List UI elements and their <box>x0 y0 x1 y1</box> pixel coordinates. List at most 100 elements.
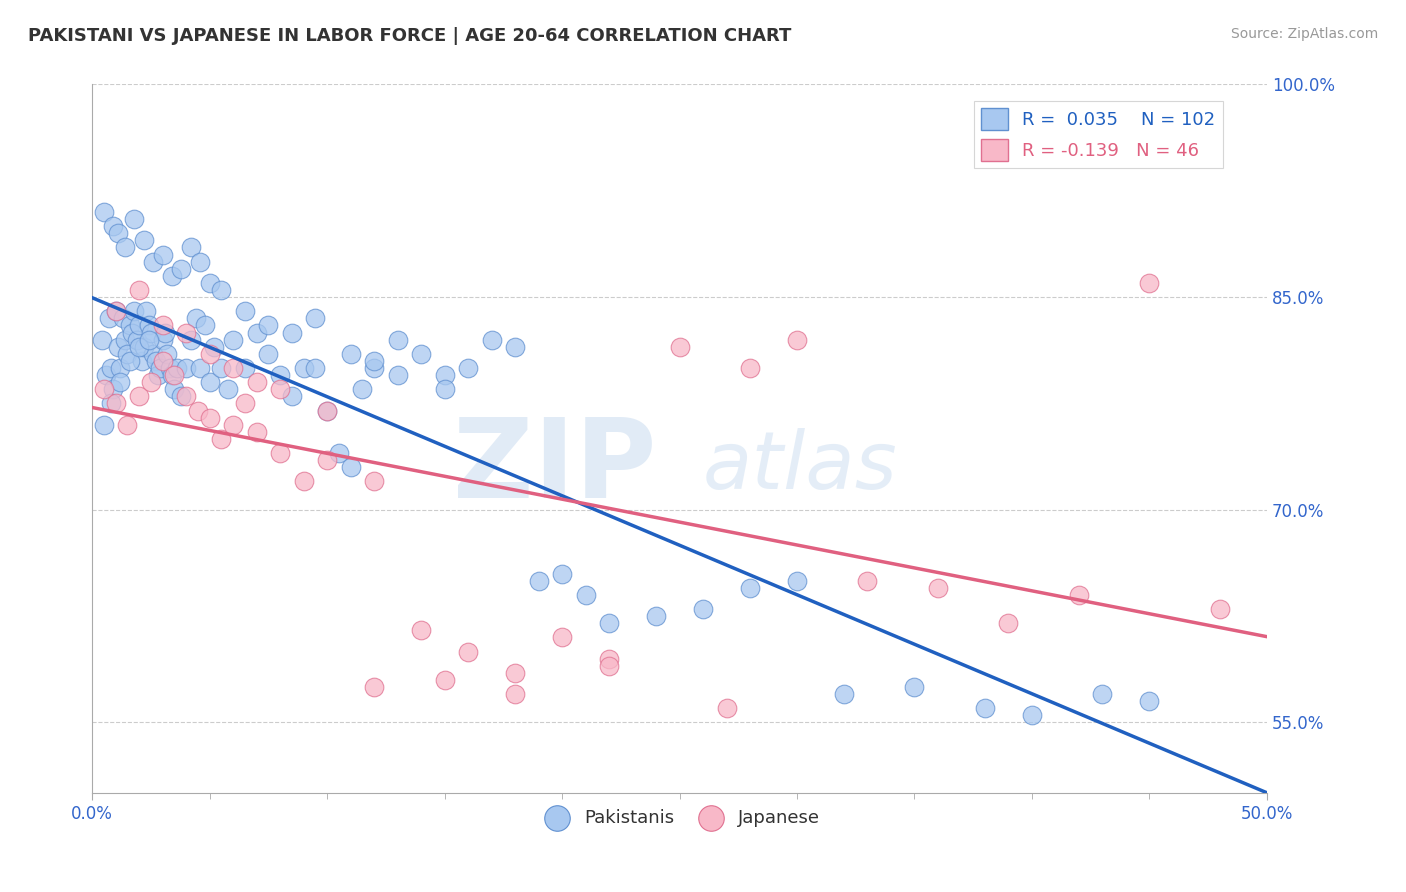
Point <box>202 340 225 354</box>
Point <box>96 368 118 383</box>
Point <box>121 326 143 340</box>
Point <box>166 361 188 376</box>
Point <box>246 326 269 340</box>
Point <box>163 368 186 383</box>
Point <box>1067 588 1090 602</box>
Point <box>93 417 115 432</box>
Point <box>163 382 186 396</box>
Point <box>927 581 949 595</box>
Point <box>281 389 304 403</box>
Point <box>187 403 209 417</box>
Point <box>246 425 269 439</box>
Point <box>103 382 125 396</box>
Point <box>222 417 245 432</box>
Point <box>574 588 596 602</box>
Point <box>100 361 122 376</box>
Point <box>786 574 808 588</box>
Point <box>645 609 668 624</box>
Point <box>257 318 280 333</box>
Point <box>198 347 221 361</box>
Point <box>174 389 197 403</box>
Point <box>159 361 181 376</box>
Point <box>107 227 129 241</box>
Point <box>124 212 146 227</box>
Point <box>246 375 269 389</box>
Point <box>738 361 761 376</box>
Point <box>433 673 456 687</box>
Point <box>128 283 150 297</box>
Point <box>103 219 125 234</box>
Point <box>111 311 134 326</box>
Point <box>125 333 148 347</box>
Point <box>292 475 315 489</box>
Point <box>281 326 304 340</box>
Point <box>222 361 245 376</box>
Point <box>93 382 115 396</box>
Point <box>160 268 183 283</box>
Point <box>209 283 232 297</box>
Point <box>527 574 550 588</box>
Point <box>156 347 179 361</box>
Point <box>149 361 172 376</box>
Point <box>110 375 132 389</box>
Point <box>209 361 232 376</box>
Text: ZIP: ZIP <box>453 414 657 521</box>
Point <box>1091 687 1114 701</box>
Point <box>1209 602 1232 616</box>
Point <box>135 304 157 318</box>
Point <box>1021 708 1043 723</box>
Point <box>198 276 221 290</box>
Point <box>128 318 150 333</box>
Point <box>160 368 183 383</box>
Point <box>503 687 526 701</box>
Point <box>174 361 197 376</box>
Point <box>180 240 202 254</box>
Point <box>128 340 150 354</box>
Point <box>138 318 160 333</box>
Point <box>692 602 714 616</box>
Point <box>132 234 155 248</box>
Point <box>387 333 409 347</box>
Point <box>457 644 479 658</box>
Point <box>363 361 385 376</box>
Point <box>194 318 217 333</box>
Point <box>142 254 165 268</box>
Point <box>146 368 169 383</box>
Point <box>152 247 174 261</box>
Point <box>184 311 207 326</box>
Point <box>257 347 280 361</box>
Point <box>551 566 574 581</box>
Point <box>188 254 211 268</box>
Point <box>90 333 112 347</box>
Point <box>118 354 141 368</box>
Text: atlas: atlas <box>703 428 898 507</box>
Point <box>363 680 385 694</box>
Point <box>152 318 174 333</box>
Point <box>142 347 165 361</box>
Point <box>786 333 808 347</box>
Point <box>433 368 456 383</box>
Point <box>118 318 141 333</box>
Point <box>352 382 374 396</box>
Point <box>363 354 385 368</box>
Point <box>170 261 193 276</box>
Point <box>304 311 326 326</box>
Point <box>145 354 167 368</box>
Point <box>117 347 139 361</box>
Point <box>903 680 925 694</box>
Point <box>316 403 339 417</box>
Point <box>180 333 202 347</box>
Point <box>339 347 361 361</box>
Point <box>170 389 193 403</box>
Point <box>107 340 129 354</box>
Point <box>117 417 139 432</box>
Point <box>433 382 456 396</box>
Point <box>1139 694 1161 708</box>
Point <box>974 701 997 715</box>
Point <box>1139 276 1161 290</box>
Point <box>304 361 326 376</box>
Point <box>152 333 174 347</box>
Point <box>114 333 136 347</box>
Point <box>997 616 1019 631</box>
Point <box>339 460 361 475</box>
